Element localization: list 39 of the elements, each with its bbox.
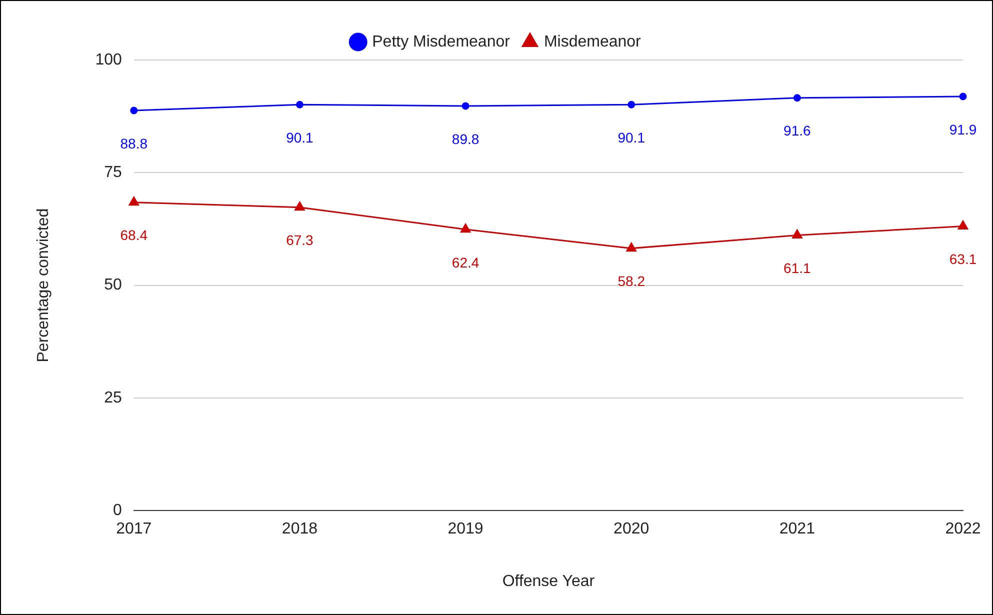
data-label: 90.1 (618, 129, 646, 146)
data-label: 61.1 (784, 260, 812, 276)
data-label: 58.2 (618, 273, 646, 290)
data-label: 68.4 (120, 227, 148, 244)
point (959, 92, 967, 100)
point (626, 242, 636, 252)
x-tick-label: 2021 (779, 520, 816, 538)
legend-label: Petty Misdemeanor (372, 33, 511, 50)
point (294, 202, 305, 211)
point (130, 106, 138, 114)
x-tick-label: 2022 (945, 520, 981, 538)
data-label: 63.1 (949, 251, 977, 268)
x-tick-label: 2017 (116, 520, 152, 538)
data-label: 91.6 (784, 122, 812, 139)
point (462, 102, 470, 110)
point (793, 94, 801, 102)
y-tick-label: 100 (95, 51, 122, 68)
x-axis-title: Offense Year (502, 572, 596, 590)
y-tick-label: 0 (112, 502, 122, 520)
point (460, 224, 471, 233)
point (628, 100, 636, 108)
point (958, 220, 968, 230)
x-tick-label: 2018 (282, 520, 318, 538)
y-tick-label: 75 (104, 164, 122, 182)
data-label: 62.4 (452, 254, 480, 270)
x-tick-label: 2020 (614, 520, 650, 538)
point (296, 100, 304, 108)
x-tick-label: 2019 (448, 520, 484, 538)
data-label: 88.8 (120, 135, 148, 152)
y-axis-title: Percentage convicted (35, 208, 52, 362)
data-label: 89.8 (452, 130, 480, 147)
y-tick-label: 25 (104, 389, 122, 406)
data-label: 90.1 (286, 129, 314, 146)
data-label: 67.3 (286, 232, 314, 248)
legend-label: Misdemeanor (544, 33, 642, 50)
y-tick-label: 50 (104, 276, 122, 294)
point (128, 196, 139, 206)
point (792, 230, 802, 239)
data-label: 91.9 (949, 121, 977, 138)
